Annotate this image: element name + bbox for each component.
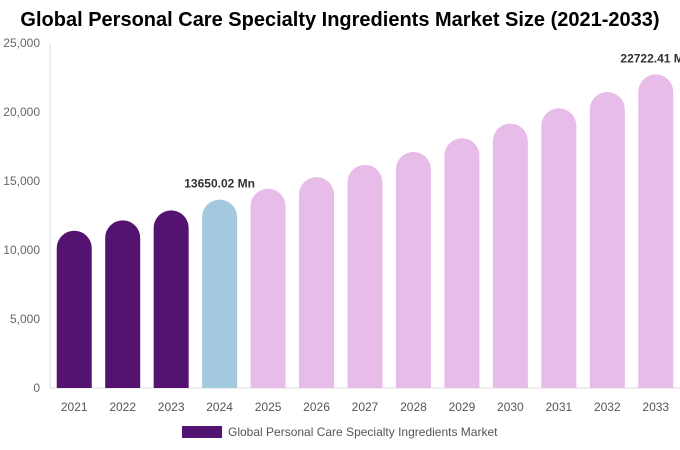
y-tick-label: 5,000 [10, 312, 40, 326]
x-tick-label: 2027 [352, 400, 379, 414]
bar-2031 [541, 108, 577, 389]
bar-2023 [153, 210, 189, 388]
legend-swatch [182, 426, 222, 438]
data-label: 22722.41 Mn [620, 51, 680, 65]
bar-2026 [299, 177, 335, 388]
y-tick-label: 20,000 [3, 105, 40, 119]
x-tick-label: 2021 [61, 400, 88, 414]
bar-2032 [589, 91, 625, 389]
x-tick-label: 2023 [158, 400, 185, 414]
bar-2033 [638, 74, 674, 389]
x-tick-label: 2033 [642, 400, 669, 414]
x-tick-label: 2022 [109, 400, 136, 414]
data-label: 13650.02 Mn [184, 177, 255, 191]
x-tick-label: 2025 [255, 400, 282, 414]
legend-label: Global Personal Care Specialty Ingredien… [228, 425, 498, 439]
y-tick-label: 10,000 [3, 243, 40, 257]
x-tick-label: 2026 [303, 400, 330, 414]
bar-2030 [492, 123, 528, 389]
x-tick-label: 2030 [497, 400, 524, 414]
x-tick-label: 2032 [594, 400, 621, 414]
x-tick-label: 2029 [449, 400, 476, 414]
legend: Global Personal Care Specialty Ingredien… [182, 425, 497, 439]
x-tick-label: 2031 [545, 400, 572, 414]
bar-2025 [250, 188, 286, 388]
bar-2021 [56, 230, 92, 388]
bar-2028 [395, 151, 431, 388]
bar-2029 [444, 138, 480, 388]
x-tick-label: 2024 [206, 400, 233, 414]
y-tick-label: 15,000 [3, 174, 40, 188]
y-tick-label: 25,000 [3, 36, 40, 50]
bar-2024 [202, 199, 238, 388]
y-tick-label: 0 [33, 381, 40, 395]
bar-2027 [347, 164, 383, 388]
chart-title: Global Personal Care Specialty Ingredien… [20, 9, 660, 31]
bar-2022 [105, 220, 141, 388]
x-tick-label: 2028 [400, 400, 427, 414]
